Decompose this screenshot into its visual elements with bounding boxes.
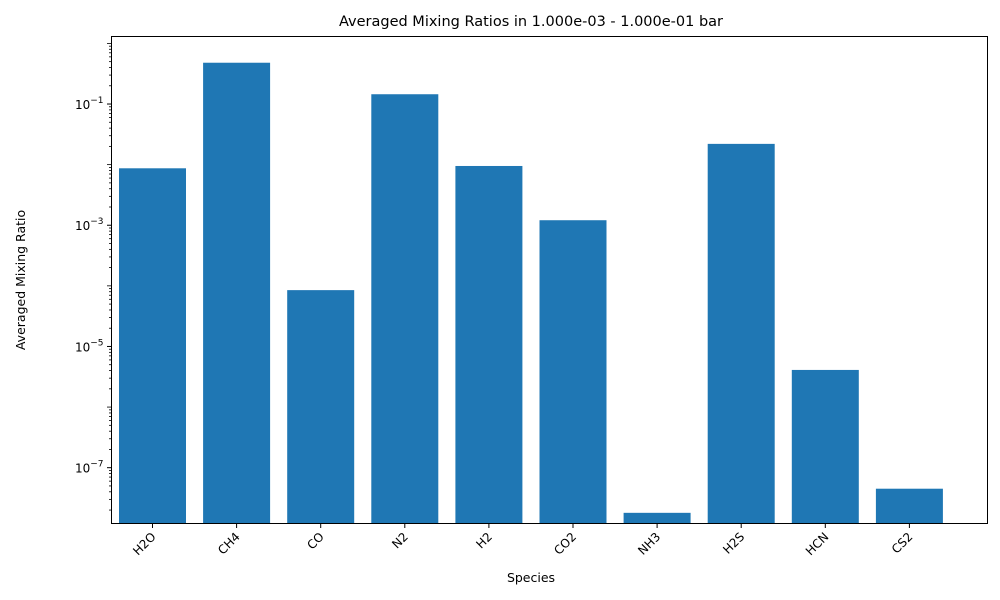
bar-co xyxy=(287,290,355,524)
bar-h2 xyxy=(455,165,523,524)
x-tick-label: H2O xyxy=(130,530,158,558)
y-tick-label: 10−3 xyxy=(75,217,104,233)
y-tick-label: 10−7 xyxy=(75,460,104,476)
x-axis-label: Species xyxy=(507,570,555,585)
x-tick-label: CS2 xyxy=(889,530,916,557)
bar-n2 xyxy=(371,94,439,524)
chart-title: Averaged Mixing Ratios in 1.000e-03 - 1.… xyxy=(339,14,723,30)
x-tick-label: HCN xyxy=(803,530,832,559)
y-tick-label: 10−1 xyxy=(75,96,104,112)
y-tick-label: 10−5 xyxy=(75,338,104,354)
bar-h2o xyxy=(119,168,186,524)
x-tick-label: H2S xyxy=(720,530,747,557)
x-tick-label: NH3 xyxy=(635,530,663,558)
bar-ch4 xyxy=(203,62,271,524)
bar-h2s xyxy=(707,143,775,524)
y-axis-label: Averaged Mixing Ratio xyxy=(13,210,28,350)
bar-nh3 xyxy=(623,512,691,524)
x-tick-label: CO xyxy=(304,530,327,553)
x-tick-label: N2 xyxy=(389,530,411,552)
bar-co2 xyxy=(539,220,607,524)
x-axis-ticks: H2O CH4 CO N2 H2 CO2 NH3 H2S HCN CS2 xyxy=(130,523,916,559)
x-tick-label: CO2 xyxy=(551,530,579,558)
x-tick-label: H2 xyxy=(473,530,495,552)
plot-frame xyxy=(111,36,988,524)
bar-cs2 xyxy=(875,488,943,524)
x-tick-label: CH4 xyxy=(215,530,243,558)
bars xyxy=(119,62,943,524)
bar-hcn xyxy=(791,369,859,524)
y-axis-ticks: 10−7 10−5 10−3 10−1 xyxy=(75,43,112,511)
